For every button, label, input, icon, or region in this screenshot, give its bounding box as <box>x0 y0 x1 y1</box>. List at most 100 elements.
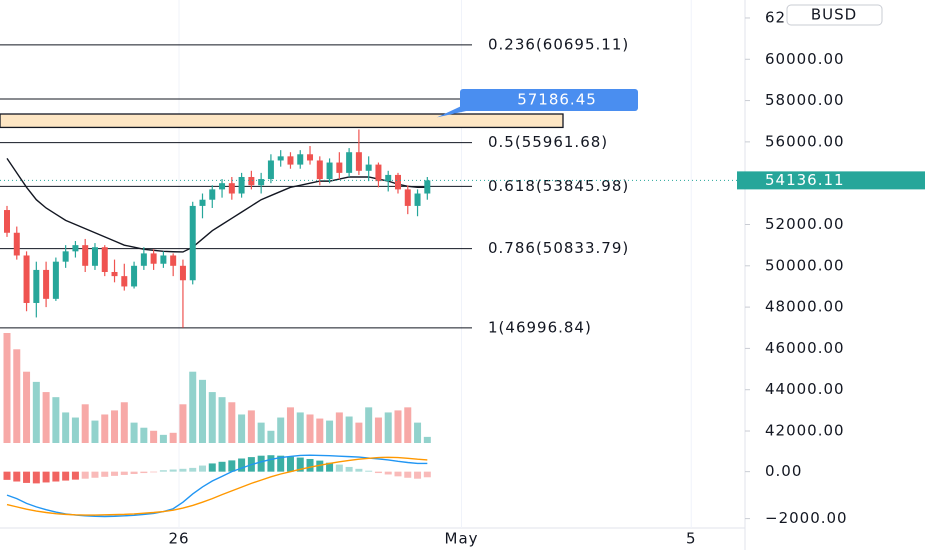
candle-body <box>424 180 431 194</box>
volume-bar <box>345 416 353 443</box>
macd-hist <box>52 471 60 482</box>
candle-body <box>219 183 226 190</box>
volume-bar <box>3 333 11 443</box>
candle-body <box>404 189 411 206</box>
candle-body <box>336 162 343 173</box>
y-tick-label: 48000.00 <box>765 298 845 316</box>
macd-hist <box>159 470 167 472</box>
candle-body <box>248 176 255 186</box>
macd-hist <box>414 471 422 479</box>
macd-hist <box>218 461 226 472</box>
volume-bar <box>355 422 363 443</box>
y-tick-label: 42000.00 <box>765 422 845 440</box>
y-tick-label: −2000.00 <box>765 509 848 527</box>
symbol-button[interactable] <box>786 4 883 26</box>
volume-bar <box>81 404 89 443</box>
volume-bar <box>32 381 40 443</box>
macd-hist <box>42 471 50 483</box>
y-tick-label: 56000.00 <box>765 132 845 150</box>
candle-body <box>13 232 20 256</box>
fib-label: 0.5(55961.68) <box>488 133 608 151</box>
y-tick-label: 50000.00 <box>765 256 845 274</box>
volume-bar <box>218 397 226 443</box>
candle-body <box>414 193 421 206</box>
volume-bar <box>23 371 31 443</box>
macd-hist <box>277 455 285 472</box>
volume-bar <box>374 417 382 443</box>
volume-bar <box>257 422 265 443</box>
volume-bar <box>198 379 206 443</box>
macd-hist <box>374 471 382 474</box>
candle-body <box>258 179 265 186</box>
macd-hist <box>140 471 148 474</box>
volume-bar <box>71 417 79 443</box>
macd-hist <box>423 471 431 478</box>
macd-hist <box>62 471 70 481</box>
candle-body <box>375 164 382 182</box>
macd-hist <box>101 471 109 477</box>
candle-body <box>160 255 167 264</box>
macd-hist <box>32 471 40 484</box>
candle-body <box>228 183 235 194</box>
x-tick-label: May <box>445 530 479 548</box>
signal-line <box>6 456 428 516</box>
candle-body <box>297 154 304 165</box>
fib-label: 1(46996.84) <box>488 318 592 336</box>
macd-hist <box>208 463 216 472</box>
candle-body <box>267 160 274 180</box>
volume-bar <box>189 371 197 443</box>
macd-hist <box>257 455 265 472</box>
candle-body <box>365 164 372 171</box>
macd-hist <box>394 471 402 477</box>
volume-bar <box>394 410 402 443</box>
y-tick-label: 58000.00 <box>765 91 845 109</box>
callout-box <box>460 89 638 111</box>
volume-bar <box>42 392 50 443</box>
candle-body <box>62 251 69 262</box>
candle-body <box>355 152 362 171</box>
macd-hist <box>169 469 177 472</box>
candle-body <box>33 269 40 303</box>
candle-body <box>43 269 50 299</box>
fib-label: 0.236(60695.11) <box>488 35 629 53</box>
macd-hist <box>267 455 275 472</box>
macd-hist <box>13 471 21 482</box>
volume-bar <box>423 436 431 443</box>
macd-hist <box>111 471 119 476</box>
candle-body <box>170 255 177 266</box>
candle-body <box>385 174 392 182</box>
candle-body <box>179 265 186 281</box>
candle-body <box>238 176 245 194</box>
volume-bar <box>384 412 392 443</box>
macd-hist <box>335 464 343 472</box>
candle-body <box>209 189 216 200</box>
x-tick-label: 5 <box>686 530 697 548</box>
volume-bar <box>404 407 412 443</box>
candle-body <box>111 271 118 277</box>
macd-hist <box>81 471 89 479</box>
volume-bar <box>306 414 314 443</box>
macd-hist <box>404 471 412 478</box>
macd-hist <box>23 471 31 483</box>
macd-hist <box>198 465 206 472</box>
macd-hist <box>355 468 363 472</box>
candle-body <box>287 156 294 165</box>
volume-bar <box>228 402 236 443</box>
volume-bar <box>101 414 109 443</box>
macd-hist <box>345 466 353 472</box>
volume-bar <box>414 422 422 443</box>
y-tick-label: 52000.00 <box>765 215 845 233</box>
candle-body <box>326 162 333 180</box>
volume-bar <box>326 420 334 443</box>
y-tick-label: 0.00 <box>765 462 802 480</box>
volume-bar <box>335 412 343 443</box>
candle-body <box>316 160 323 180</box>
candle-body <box>91 247 98 266</box>
volume-bar <box>120 402 128 443</box>
volume-bar <box>140 427 148 443</box>
macd-hist <box>296 457 304 472</box>
last-price-label: 54136.11 <box>765 171 845 189</box>
candle-body <box>4 210 10 233</box>
candle-body <box>82 245 89 266</box>
